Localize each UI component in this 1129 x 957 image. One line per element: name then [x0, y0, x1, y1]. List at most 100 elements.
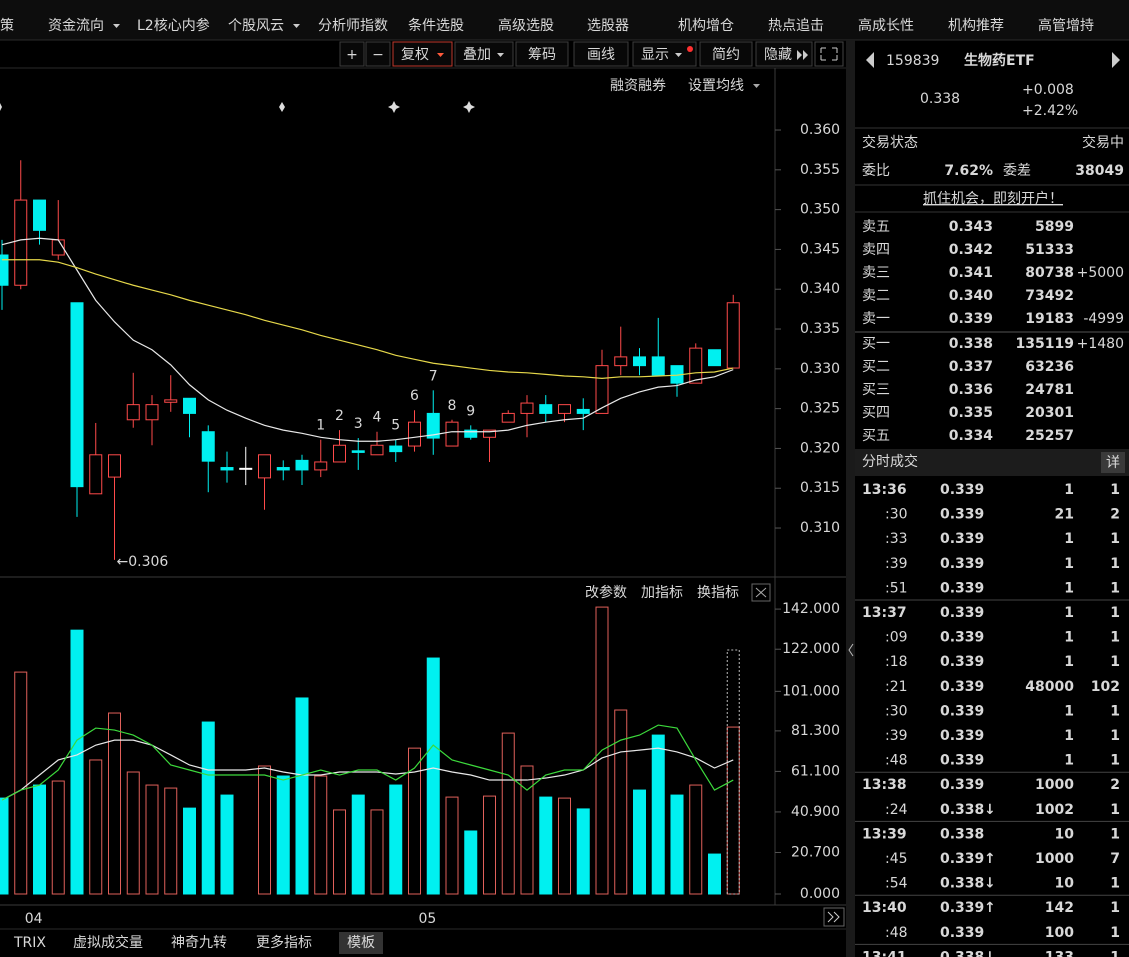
menu-item[interactable]: 高成长性 — [858, 17, 914, 34]
candle-body — [576, 408, 590, 414]
indicator-button[interactable]: 换指标 — [697, 584, 739, 601]
chart-option[interactable]: 融资融券 — [610, 78, 666, 94]
candle-body — [126, 404, 140, 421]
volume-bar — [483, 795, 496, 895]
candle-body — [201, 431, 215, 462]
trade-count: 1 — [1110, 531, 1120, 547]
toolbar-label: 复权 — [401, 46, 429, 63]
indicator-tab[interactable]: TRIX — [13, 935, 46, 951]
menu-item[interactable]: 机构增仓 — [678, 18, 734, 34]
scroll-button[interactable] — [823, 907, 845, 927]
status-label: 交易状态 — [862, 134, 918, 151]
y-tick-label: 0.335 — [800, 321, 840, 337]
volume-bar — [501, 732, 515, 895]
moving-average — [1, 237, 734, 442]
volume-bar — [708, 853, 721, 895]
candle-body — [426, 412, 440, 439]
menu-item[interactable]: 机构推荐 — [948, 18, 1004, 34]
menu-item[interactable]: L2核心内参 — [137, 17, 210, 34]
chart-option[interactable]: 设置均线 — [688, 78, 744, 94]
menu-item[interactable]: 策 — [0, 17, 14, 34]
trade-count: 7 — [1110, 851, 1120, 867]
y-tick-label: 142.000 — [782, 601, 840, 617]
indicator-button[interactable]: 改参数 — [585, 584, 627, 601]
toolbar-button[interactable] — [755, 41, 813, 67]
menu-item[interactable]: 选股器 — [587, 18, 629, 34]
y-tick-label: 0.330 — [800, 361, 840, 377]
menu-item[interactable]: 资金流向 — [48, 18, 104, 34]
menu-item[interactable]: 个股风云 — [228, 18, 284, 34]
volume-bar — [126, 771, 140, 895]
toolbar-label: 简约 — [712, 46, 740, 63]
trade-price: 0.339 — [940, 531, 984, 547]
trade-volume: 1 — [1064, 703, 1074, 719]
indicator-button[interactable]: 加指标 — [641, 585, 683, 601]
candle-body — [351, 450, 365, 453]
book-price: 0.334 — [949, 428, 994, 444]
y-tick-label: 122.000 — [782, 641, 840, 657]
toolbar-button[interactable] — [515, 41, 569, 67]
trade-time: :33 — [885, 531, 908, 547]
trade-count: 1 — [1110, 630, 1120, 646]
candle-body — [501, 412, 515, 423]
menu-item[interactable]: 条件选股 — [408, 17, 464, 34]
indicator-tab[interactable]: 模板 — [347, 935, 375, 951]
next-stock[interactable] — [1112, 52, 1120, 68]
toolbar-button[interactable] — [632, 41, 697, 67]
indicator-tab[interactable]: 更多指标 — [256, 934, 312, 951]
splitter[interactable] — [846, 40, 855, 957]
book-volume: 20301 — [1025, 405, 1074, 421]
nine-turn-label: 5 — [391, 418, 400, 434]
indicator-tab[interactable]: 虚拟成交量 — [73, 934, 143, 951]
trade-time: 13:39 — [862, 826, 907, 842]
book-label: 买三 — [862, 382, 890, 398]
trade-volume: 142 — [1045, 900, 1074, 916]
toolbar-button[interactable] — [454, 41, 514, 67]
open-account-link[interactable]: 抓住机会，即刻开户！ — [923, 190, 1063, 207]
volume-bar — [539, 796, 553, 895]
trade-price: 0.339 — [940, 605, 984, 621]
toolbar-button[interactable] — [365, 41, 391, 67]
indicator-tab[interactable]: 神奇九转 — [171, 934, 227, 951]
book-price: 0.335 — [949, 405, 993, 421]
trade-time: :48 — [885, 753, 908, 769]
prev-stock[interactable] — [866, 52, 874, 68]
event-markers — [0, 101, 475, 113]
fullscreen-button[interactable] — [814, 41, 844, 67]
trade-price: 0.339 — [940, 654, 984, 670]
toolbar-button[interactable] — [339, 41, 365, 67]
book-price: 0.339 — [949, 311, 993, 327]
toolbar-button[interactable] — [573, 41, 629, 67]
toolbar-label: 隐藏 — [764, 47, 792, 63]
trade-time: 13:41 — [862, 949, 907, 957]
candle-body — [539, 404, 553, 414]
trade-count: 1 — [1110, 949, 1120, 957]
y-tick-label: 0.355 — [800, 162, 840, 178]
volume-bar — [370, 809, 384, 895]
price-change: +0.008 — [1022, 82, 1074, 98]
volume-bar — [201, 721, 215, 895]
trade-count: 1 — [1110, 556, 1120, 572]
book-price: 0.340 — [949, 288, 994, 304]
book-volume: 24781 — [1025, 382, 1074, 398]
close-indicator-button[interactable] — [751, 583, 771, 602]
menu-item[interactable]: 高级选股 — [498, 17, 554, 34]
y-tick-label: 0.310 — [800, 520, 840, 536]
volume-bar — [408, 747, 421, 895]
trade-volume: 1 — [1064, 630, 1074, 646]
trade-count: 1 — [1110, 753, 1120, 769]
detail-button-bg[interactable] — [1101, 452, 1125, 473]
book-volume: 73492 — [1025, 288, 1074, 304]
toolbar-button[interactable] — [699, 41, 753, 67]
menu-item[interactable]: 热点追击 — [768, 18, 824, 34]
trade-price: 0.339 — [940, 900, 984, 916]
candle-body — [389, 445, 403, 453]
y-tick-label: 0.000 — [800, 886, 840, 902]
trade-price: 0.339 — [940, 630, 984, 646]
menu-item[interactable]: 高管增持 — [1038, 17, 1094, 34]
nine-turn-label: 8 — [448, 398, 457, 414]
candle-body — [33, 199, 46, 231]
menu-item[interactable]: 分析师指数 — [318, 18, 388, 34]
book-volume: 51333 — [1025, 242, 1074, 258]
